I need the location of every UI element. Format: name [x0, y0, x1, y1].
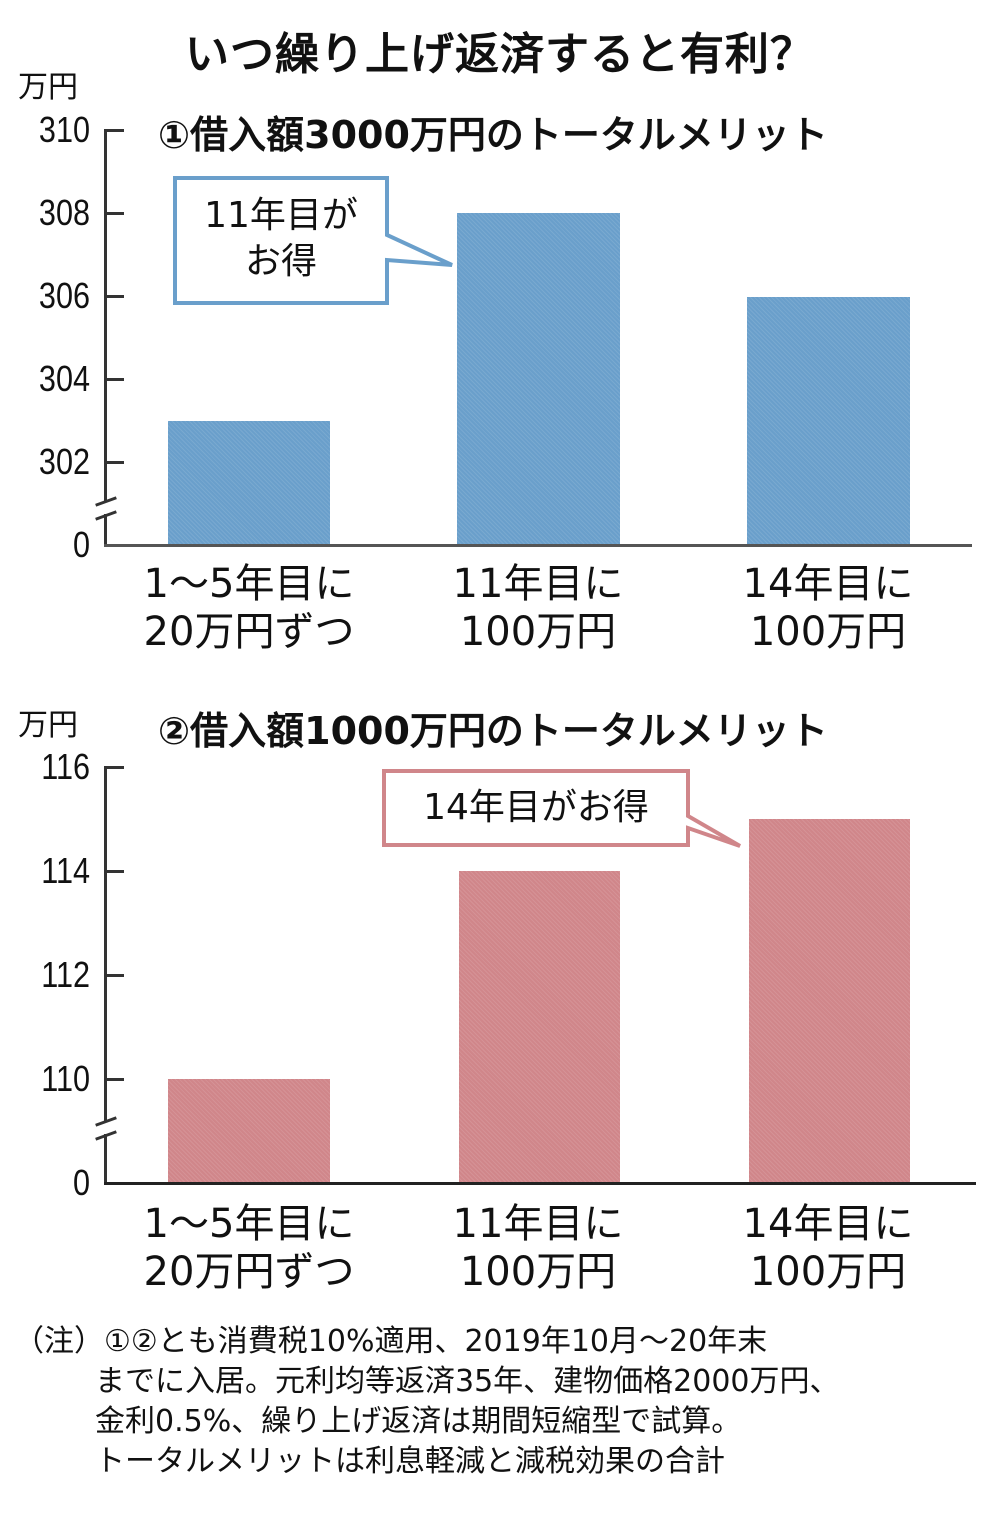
y-tick — [104, 378, 124, 381]
y-tick-label: 310 — [38, 109, 90, 150]
bar-11th-year — [457, 213, 620, 545]
axis-break-gap — [102, 502, 109, 514]
callout-text-line: お得 — [244, 241, 317, 282]
y-tick-label: 304 — [38, 358, 90, 399]
bar-11th-year — [459, 871, 620, 1183]
note-line: トータルメリットは利息軽減と減税効果の合計 — [95, 1444, 725, 1479]
y-tick — [104, 974, 124, 977]
callout-text-line: 11年目が — [204, 195, 358, 236]
bar-1-5-years — [168, 1079, 330, 1183]
y-axis-unit-label: 万円 — [18, 708, 78, 743]
category-line: 100万円 — [459, 1249, 617, 1295]
x-category-label: 1～5年目に 20万円ずつ — [99, 560, 399, 656]
y-tick-label: 112 — [41, 954, 90, 995]
y-tick — [104, 212, 124, 215]
y-tick-label: 0 — [72, 1162, 90, 1203]
callout-text: 14年目がお得 — [423, 787, 649, 828]
x-category-label: 14年目に 100万円 — [678, 1200, 978, 1296]
y-tick — [104, 870, 124, 873]
category-line: 14年目に — [742, 561, 914, 607]
y-tick — [104, 1078, 124, 1081]
category-line: 1～5年目に — [143, 1201, 355, 1247]
x-category-label: 14年目に 100万円 — [678, 560, 978, 656]
callout-bubble-icon — [382, 769, 741, 848]
category-line: 20万円ずつ — [143, 1249, 355, 1295]
category-line: 20万円ずつ — [143, 609, 355, 655]
category-line: 100万円 — [749, 1249, 907, 1295]
x-category-label: 11年目に 100万円 — [388, 560, 688, 656]
y-tick-label: 116 — [41, 746, 90, 787]
bar-14th-year — [749, 819, 910, 1183]
category-line: 100万円 — [749, 609, 907, 655]
note-line: （注）①②とも消費税10%適用、2019年10月～20年末 — [14, 1324, 768, 1359]
main-title: いつ繰り上げ返済すると有利？ — [185, 29, 815, 80]
note-line: 金利0.5%、繰り上げ返済は期間短縮型で試算。 — [95, 1404, 742, 1439]
category-line: 14年目に — [742, 1201, 914, 1247]
y-tick — [104, 129, 124, 132]
y-tick — [104, 766, 124, 769]
axis-break-gap — [102, 1122, 109, 1134]
y-tick-label: 114 — [41, 850, 90, 891]
category-line: 11年目に — [452, 561, 624, 607]
category-line: 11年目に — [452, 1201, 624, 1247]
callout-bubble-icon — [173, 176, 453, 305]
x-axis — [104, 544, 972, 547]
y-tick-label: 308 — [38, 192, 90, 233]
x-category-label: 1～5年目に 20万円ずつ — [99, 1200, 399, 1296]
chart-2-subtitle: ②借入額1000万円のトータルメリット — [158, 709, 828, 753]
y-axis-unit-label: 万円 — [18, 70, 78, 105]
x-axis — [104, 1182, 976, 1185]
y-tick-label: 0 — [72, 524, 90, 565]
bar-14th-year — [747, 297, 910, 545]
bar-1-5-years — [168, 421, 330, 545]
y-axis — [104, 129, 107, 547]
y-tick-label: 306 — [38, 275, 90, 316]
y-tick — [104, 295, 124, 298]
y-tick — [104, 461, 124, 464]
y-tick-label: 110 — [41, 1058, 90, 1099]
x-category-label: 11年目に 100万円 — [388, 1200, 688, 1296]
category-line: 1～5年目に — [143, 561, 355, 607]
note-line: までに入居。元利均等返済35年、建物価格2000万円、 — [95, 1364, 840, 1399]
chart-1-subtitle: ①借入額3000万円のトータルメリット — [158, 113, 828, 157]
category-line: 100万円 — [459, 609, 617, 655]
y-tick-label: 302 — [38, 441, 90, 482]
